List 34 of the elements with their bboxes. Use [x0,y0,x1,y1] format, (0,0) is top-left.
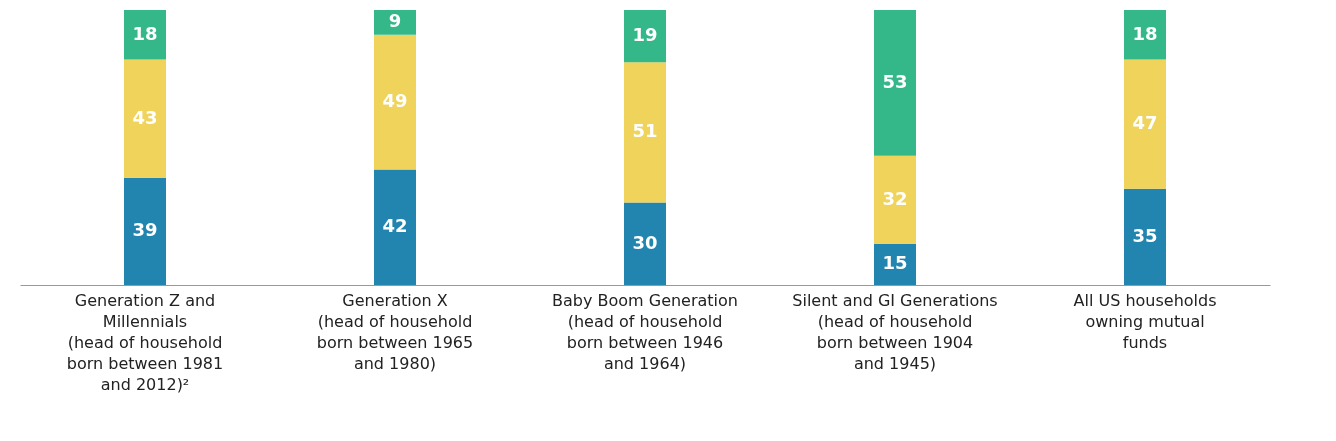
x-tick-label: Silent and GI Generations (head of household born between 1904 and 1945) [792,291,998,373]
data-label: 9 [388,10,402,32]
data-label: 30 [632,231,658,253]
data-label: 39 [132,219,158,241]
bar [124,59,166,178]
x-tick-label: All US households owning mutual funds [1073,291,1217,352]
bar [874,10,916,156]
bar [1124,10,1166,60]
bar [1124,188,1166,285]
bar [374,10,416,35]
bar [1124,59,1166,189]
data-label: 15 [882,252,908,274]
x-tick-label: Generation X (head of household born between 1965 and 1980) [316,291,474,373]
data-label: 19 [632,24,658,46]
data-label: 32 [882,187,908,209]
bar [624,62,666,203]
bar [874,155,916,244]
data-label: 18 [132,22,158,44]
x-tick-label: Baby Boom Generation (head of household born between 1946 and 1964) [552,291,738,373]
bar [374,169,416,285]
data-label: 43 [132,106,158,128]
data-label: 47 [1132,112,1158,134]
data-label: 35 [1132,224,1158,246]
data-label: 49 [382,90,408,112]
bar [624,202,666,285]
bar [124,10,166,60]
x-tick-label: Generation Z and Millennials (head of household born between 1981 and 2012)² [66,291,224,394]
data-label: 18 [1132,22,1158,44]
data-label: 51 [632,120,658,142]
bar [624,10,666,63]
data-label: 42 [382,215,408,237]
bar [124,177,166,285]
bar [374,34,416,170]
data-label: 53 [882,70,908,92]
